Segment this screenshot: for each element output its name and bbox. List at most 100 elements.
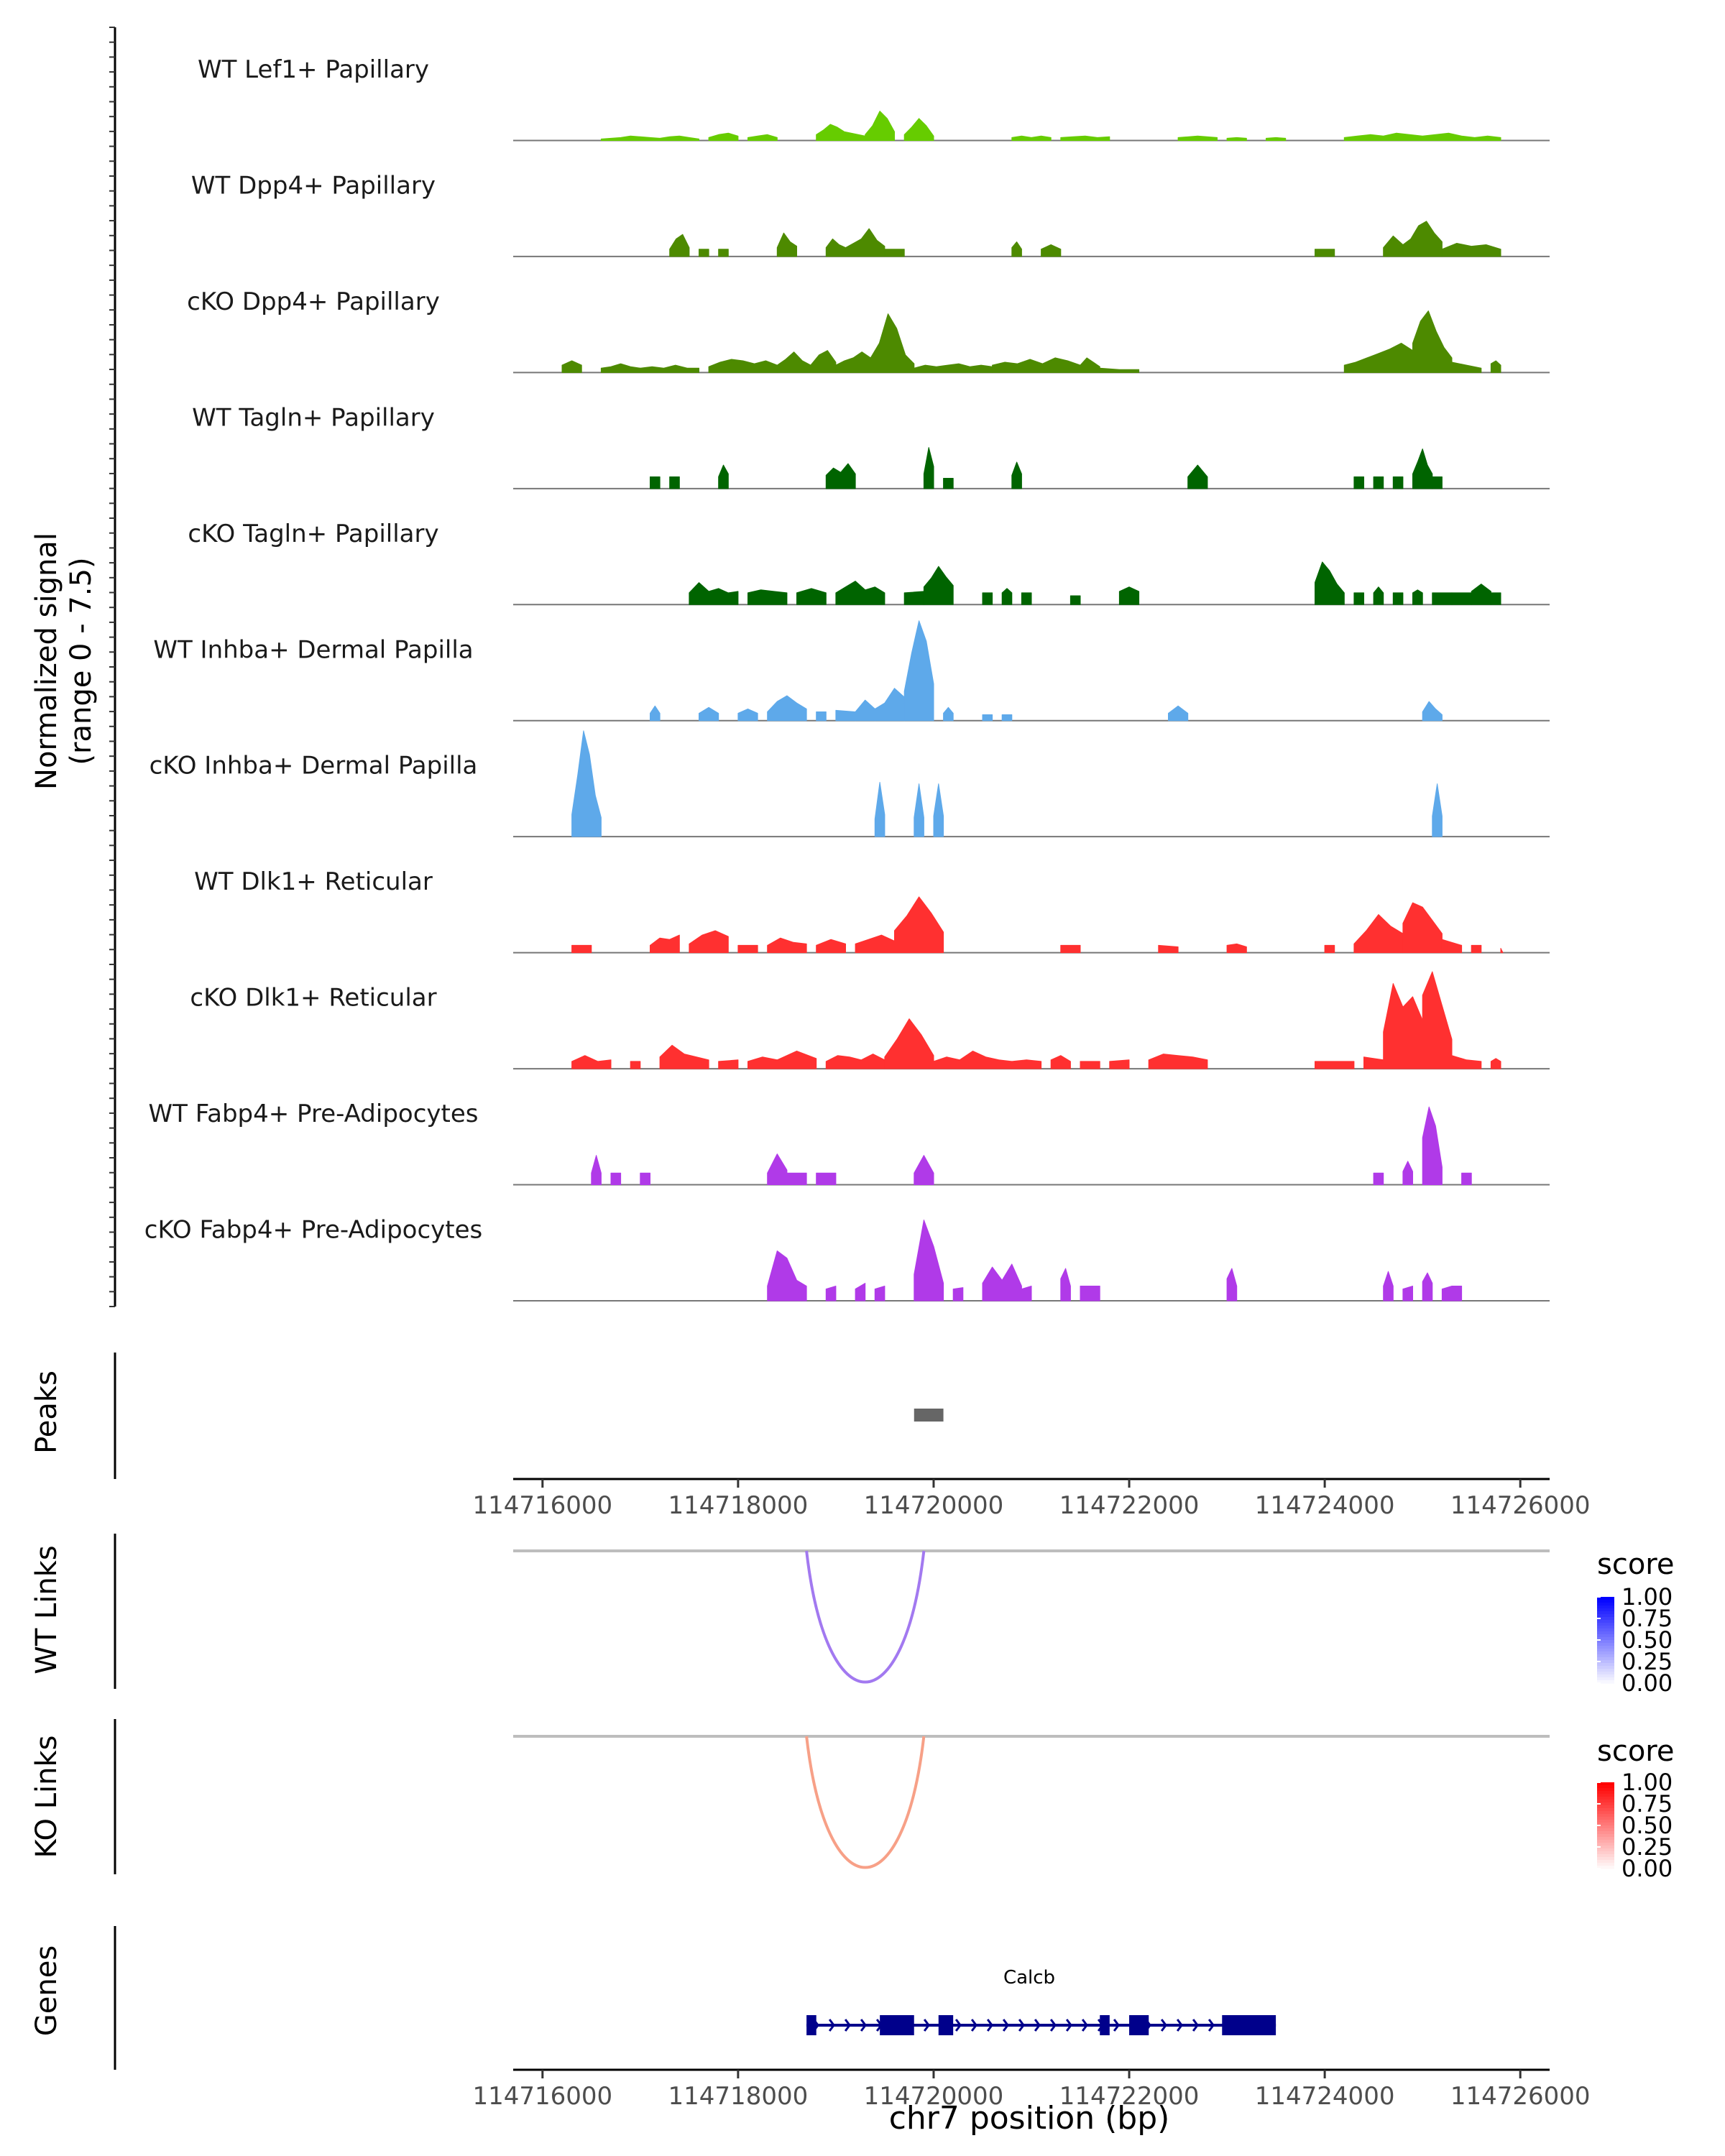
coverage-area <box>1373 586 1384 605</box>
coverage-area <box>914 783 924 837</box>
coverage-area <box>737 708 758 722</box>
genes-panel: 114716000 114718000 114720000 114722000 1147… <box>114 1926 1591 2111</box>
wt-links-legend-gradient <box>1597 1646 1614 1649</box>
wt-links-legend-label: 0.00 <box>1622 1669 1673 1697</box>
coverage-area <box>1226 137 1247 141</box>
coverage-area <box>825 463 856 489</box>
coverage-area <box>903 118 934 141</box>
coverage-area <box>1373 1172 1384 1186</box>
coverage-area <box>1324 944 1335 954</box>
x-lower-tick-label: 114722000 <box>1059 2082 1200 2111</box>
track-label: cKO Tagln+ Papillary <box>188 520 438 548</box>
track-label: WT Fabp4+ Pre-Adipocytes <box>149 1100 479 1128</box>
peak-bar <box>914 1409 944 1422</box>
strand-arrow <box>875 2019 883 2032</box>
coverage-panel: WT Lef1+ Papillary WT Dpp4+ Papillary cKO … <box>109 27 1550 1307</box>
coverage-area <box>669 476 680 489</box>
coverage-area <box>1392 476 1404 489</box>
wt-links-legend-gradient <box>1597 1634 1614 1638</box>
ko-links-arc <box>805 1736 926 1869</box>
wt-links-legend-label: 0.75 <box>1622 1605 1673 1632</box>
coverage-area <box>1158 944 1179 954</box>
wt-links-legend-gradient <box>1597 1603 1614 1606</box>
coverage-area <box>737 944 758 954</box>
coverage-area <box>767 1250 807 1302</box>
coverage-area <box>776 1051 817 1069</box>
coverage-area <box>767 695 807 722</box>
track-label: WT Dlk1+ Reticular <box>194 867 433 896</box>
coverage-area <box>1001 588 1013 605</box>
coverage-area <box>708 132 739 141</box>
strand-arrow <box>1208 2019 1215 2032</box>
track-label: WT Inhba+ Dermal Papilla <box>153 635 473 664</box>
coverage-area <box>1011 135 1052 141</box>
coverage-area <box>1011 1059 1042 1069</box>
ko-links-legend-gradient <box>1597 1825 1614 1829</box>
coverage-area <box>748 589 788 605</box>
coverage-area <box>933 1051 1013 1069</box>
strand-arrow <box>1097 2019 1104 2032</box>
coverage-area <box>1070 595 1081 605</box>
ko-links-legend-gradient <box>1597 1848 1614 1852</box>
coverage-area <box>718 1059 739 1069</box>
coverage-area <box>903 620 934 722</box>
coverage-area <box>1500 948 1504 954</box>
coverage-area <box>1490 1058 1501 1069</box>
coverage-area <box>855 699 875 722</box>
track-label: WT Tagln+ Papillary <box>192 403 435 432</box>
strand-arrow <box>1255 2019 1262 2032</box>
strand-arrow <box>1002 2019 1009 2032</box>
coverage-area <box>776 232 797 257</box>
coverage-area <box>1080 1286 1100 1302</box>
coverage-area <box>748 1056 778 1069</box>
coverage-area <box>855 1283 866 1302</box>
coverage-area <box>1412 310 1453 373</box>
ko-links-legend-gradient <box>1597 1863 1614 1866</box>
ko-links-legend-gradient <box>1597 1817 1614 1820</box>
coverage-area <box>767 1153 788 1186</box>
strand-arrow <box>1128 2019 1136 2032</box>
coverage-area <box>1353 914 1404 954</box>
ko-links-legend-gradient <box>1597 1866 1614 1869</box>
coverage-area <box>1001 714 1013 722</box>
coverage-area <box>1402 902 1443 954</box>
coverage-area <box>640 364 699 373</box>
wt-links-legend-gradient <box>1597 1628 1614 1632</box>
coverage-area <box>816 124 866 141</box>
wt-links-legend-gradient <box>1597 1651 1614 1655</box>
wt-links-legend-gradient <box>1597 1606 1614 1609</box>
strand-arrow <box>986 2019 993 2032</box>
coverage-area <box>1315 249 1335 257</box>
x-axis-upper: 114716000 114718000 114720000 114722000 1147… <box>472 1478 1591 1520</box>
gene-exon <box>1129 2015 1149 2035</box>
coverage-area <box>835 313 915 373</box>
coverage-area <box>992 357 1081 373</box>
coverage-area <box>914 1220 944 1302</box>
coverage-area <box>825 1054 886 1069</box>
coverage-area <box>630 1061 641 1069</box>
coverage-area <box>1226 1268 1238 1302</box>
strand-arrow <box>1113 2019 1120 2032</box>
coverage-area <box>874 688 905 722</box>
coverage-area <box>1011 461 1022 489</box>
coverage-area <box>1226 943 1247 954</box>
coverage-area <box>1441 243 1501 257</box>
coverage-area <box>571 730 602 837</box>
strand-arrow <box>1239 2019 1246 2032</box>
coverage-area <box>699 706 719 722</box>
coverage-area <box>776 350 837 373</box>
coverage-area <box>659 1044 709 1069</box>
coverage-area <box>1490 592 1501 605</box>
track-label: cKO Fabp4+ Pre-Adipocytes <box>144 1216 483 1245</box>
ko-links-legend-gradient <box>1597 1794 1614 1797</box>
coverage-area <box>1343 132 1501 141</box>
x-upper-tick-label: 114720000 <box>864 1491 1004 1520</box>
coverage-area <box>894 896 944 954</box>
wt-links-legend-gradient <box>1597 1649 1614 1652</box>
ko-links-legend-gradient <box>1597 1834 1614 1838</box>
strand-arrow <box>970 2019 978 2032</box>
strand-arrow <box>939 2019 946 2032</box>
ko-links-legend-gradient <box>1597 1788 1614 1792</box>
strand-arrow <box>907 2019 914 2032</box>
ko-links-legend-gradient <box>1597 1840 1614 1843</box>
